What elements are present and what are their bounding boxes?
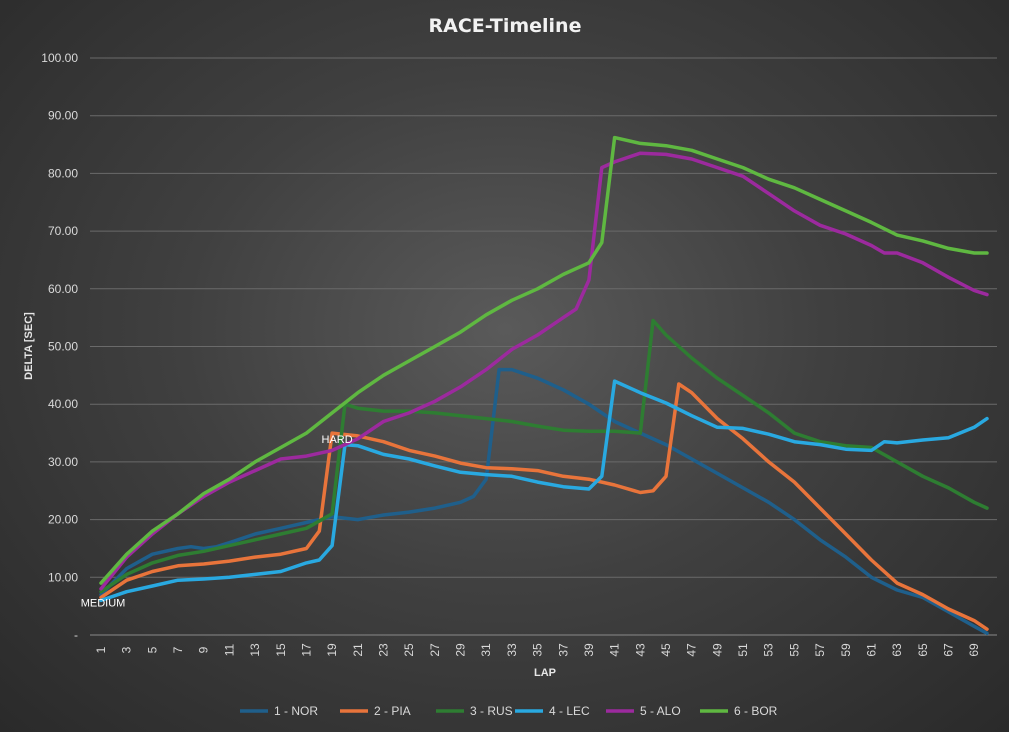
x-tick-label: 53 (762, 643, 776, 657)
legend-item: 4 - LEC (515, 704, 590, 718)
x-tick-label: 39 (582, 643, 596, 657)
series-line (99, 367, 989, 636)
x-tick-label: 65 (916, 643, 930, 657)
y-tick-label: 10.00 (48, 570, 78, 584)
x-tick-label: 69 (967, 643, 981, 657)
legend-label: 4 - LEC (549, 704, 590, 718)
series-line (99, 318, 989, 594)
series-line (99, 135, 989, 585)
annotation-label: HARD (322, 434, 353, 446)
x-tick-label: 61 (864, 643, 878, 657)
x-tick-label: 33 (505, 643, 519, 657)
x-tick-label: 43 (633, 643, 647, 657)
series-line (99, 379, 989, 603)
x-tick-label: 3 (120, 646, 134, 653)
x-tick-label: 51 (736, 643, 750, 657)
x-tick-label: 55 (787, 643, 801, 657)
y-tick-label: 90.00 (48, 109, 78, 123)
legend-item: 6 - BOR (700, 704, 778, 718)
y-tick-label: 80.00 (48, 166, 78, 180)
x-tick-label: 35 (531, 643, 545, 657)
x-axis-label: LAP (534, 667, 556, 679)
legend-label: 2 - PIA (374, 704, 411, 718)
x-tick-label: 15 (274, 643, 288, 657)
x-tick-label: 23 (376, 643, 390, 657)
x-tick-label: 67 (941, 643, 955, 657)
legend-label: 5 - ALO (640, 704, 681, 718)
series-line (99, 151, 989, 591)
x-axis-ticks: 1 3 5 7 9 11 13 15 17 19 21 23 25 27 29 31 33 35 37 39 41 43 4… (94, 643, 981, 657)
legend-label: 3 - RUS (470, 704, 513, 718)
chart-title: RACE-Timeline (429, 15, 582, 37)
x-tick-label: 25 (402, 643, 416, 657)
y-axis-label: DELTA [SEC] (23, 312, 35, 380)
x-tick-label: 29 (454, 643, 468, 657)
legend-item: 2 - PIA (340, 704, 411, 718)
x-tick-label: 17 (299, 643, 313, 657)
x-tick-label: 45 (659, 643, 673, 657)
y-tick-label: - (74, 628, 78, 642)
y-tick-label: 20.00 (48, 513, 78, 527)
y-tick-label: 70.00 (48, 224, 78, 238)
x-tick-label: 57 (813, 643, 827, 657)
y-tick-label: 30.00 (48, 455, 78, 469)
annotation-label: MEDIUM (81, 597, 126, 609)
x-tick-label: 37 (556, 643, 570, 657)
y-tick-label: 40.00 (48, 397, 78, 411)
x-tick-label: 21 (351, 643, 365, 657)
y-tick-label: 60.00 (48, 282, 78, 296)
legend-label: 1 - NOR (274, 704, 318, 718)
series-line (99, 382, 989, 631)
x-tick-label: 9 (197, 646, 211, 653)
legend-item: 5 - ALO (606, 704, 681, 718)
x-tick-label: 41 (608, 643, 622, 657)
x-tick-label: 1 (94, 646, 108, 653)
x-tick-label: 7 (171, 646, 185, 653)
x-tick-label: 27 (428, 643, 442, 657)
x-tick-label: 59 (839, 643, 853, 657)
x-tick-label: 31 (479, 643, 493, 657)
series-lines (99, 135, 989, 636)
x-tick-label: 13 (248, 643, 262, 657)
legend: 1 - NOR 2 - PIA 3 - RUS 4 - LEC 5 - ALO 6 - B… (240, 704, 778, 718)
x-tick-label: 63 (890, 643, 904, 657)
y-tick-label: 50.00 (48, 340, 78, 354)
x-tick-label: 47 (685, 643, 699, 657)
legend-label: 6 - BOR (734, 704, 778, 718)
legend-item: 3 - RUS (436, 704, 513, 718)
x-tick-label: 19 (325, 643, 339, 657)
x-tick-label: 5 (145, 646, 159, 653)
y-axis-ticks: - 10.00 20.00 30.00 40.00 50.00 60.00 70.00 80.0… (41, 51, 78, 642)
y-tick-label: 100.00 (41, 51, 78, 65)
x-tick-label: 11 (222, 643, 236, 656)
x-tick-label: 49 (710, 643, 724, 657)
annotations: MEDIUM HARD (81, 434, 353, 610)
legend-item: 1 - NOR (240, 704, 318, 718)
